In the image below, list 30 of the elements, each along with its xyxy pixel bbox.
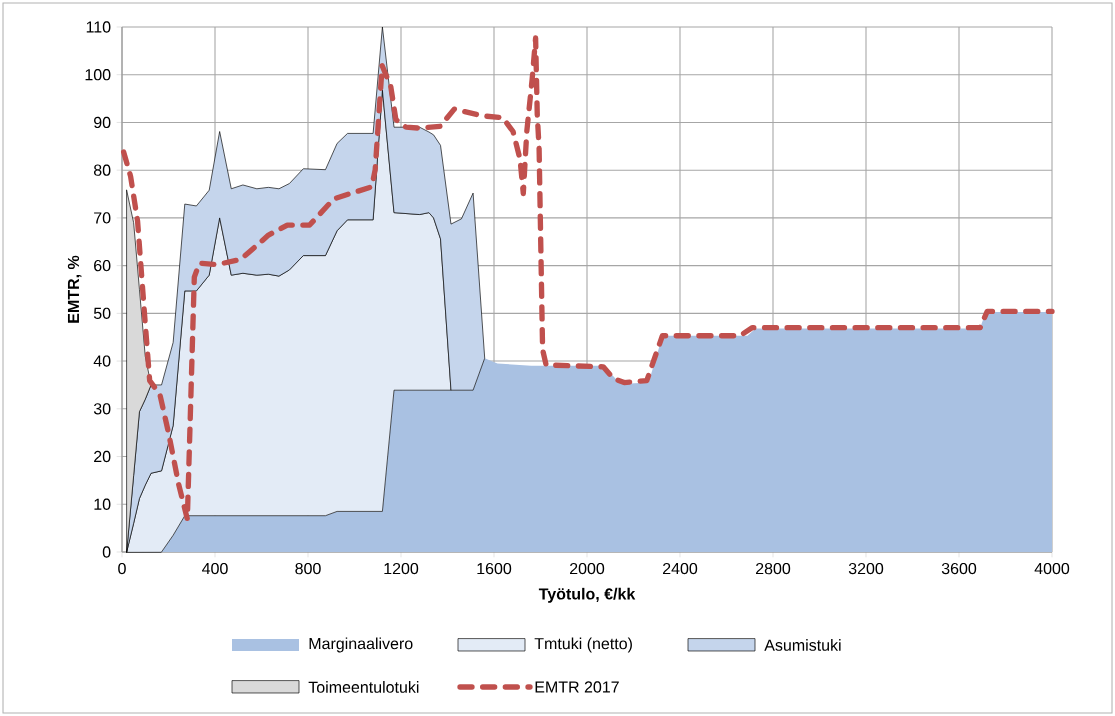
x-tick-label: 400 bbox=[202, 562, 228, 575]
x-axis-title: Työtulo, €/kk bbox=[538, 587, 636, 603]
legend-label: Marginaalivero bbox=[309, 637, 413, 653]
y-tick-label: 0 bbox=[102, 546, 111, 558]
y-tick-label: 110 bbox=[86, 21, 111, 33]
legend-label: Asumistuki bbox=[764, 639, 841, 651]
y-tick-label: 50 bbox=[93, 307, 111, 319]
y-tick-label: 60 bbox=[94, 259, 111, 272]
y-tick-label: 10 bbox=[94, 498, 111, 510]
y-tick-label: 80 bbox=[93, 164, 111, 176]
legend-label: EMTR 2017 bbox=[535, 681, 619, 693]
y-tick-label: 30 bbox=[93, 403, 111, 415]
x-tick-label: 2800 bbox=[756, 562, 791, 575]
y-tick-label: 90 bbox=[94, 116, 111, 129]
y-tick-label: 70 bbox=[94, 212, 111, 224]
y-tick-label: 20 bbox=[94, 450, 111, 463]
x-tick-label: 800 bbox=[295, 562, 321, 575]
x-tick-label: 4000 bbox=[1034, 562, 1070, 575]
x-tick-label: 2400 bbox=[663, 562, 698, 575]
x-tick-label: 2000 bbox=[570, 562, 605, 575]
legend-label: Tmtuki (netto) bbox=[534, 637, 632, 653]
x-tick-label: 0 bbox=[118, 562, 126, 575]
y-axis-title: EMTR, % bbox=[67, 255, 82, 323]
y-tick-label: 40 bbox=[93, 355, 111, 367]
x-tick-label: 1200 bbox=[384, 562, 419, 575]
x-tick-label: 3200 bbox=[848, 562, 884, 575]
x-tick-label: 1600 bbox=[477, 562, 512, 575]
legend-label: Toimeentulotuki bbox=[308, 681, 419, 693]
y-tick-label: 100 bbox=[85, 69, 111, 81]
x-tick-label: 3600 bbox=[941, 562, 977, 575]
